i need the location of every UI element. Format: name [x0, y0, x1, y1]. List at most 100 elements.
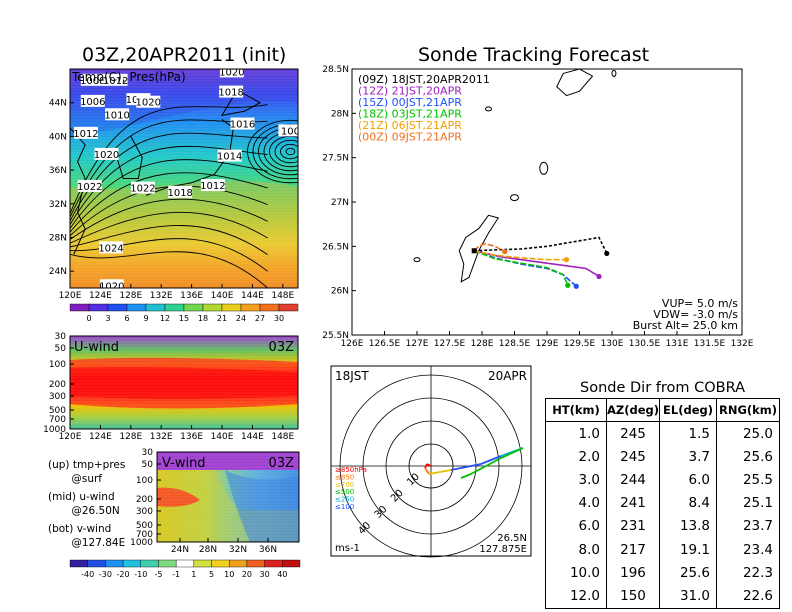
track-x-tick-label: 130.5E	[629, 339, 661, 349]
v-x-tick-label: 28N	[199, 545, 217, 555]
track-end-marker	[596, 273, 602, 280]
v-y-tick-label: 500	[136, 521, 153, 531]
colorbar-swatch	[140, 559, 159, 568]
u-y-tick-label: 300	[49, 392, 66, 402]
colorbar-swatch	[229, 559, 248, 568]
v-y-tick-label: 100	[136, 476, 153, 486]
table-cell: 25.6	[716, 445, 781, 469]
colorbar-swatch	[278, 303, 299, 312]
hodo-right-label: 20APR	[488, 369, 527, 383]
colorbar-swatch	[164, 303, 185, 312]
okinawa-island	[458, 214, 500, 283]
u-wind-time: 03Z	[269, 340, 295, 355]
legend-entry: (00Z) 09JST,21APR	[358, 131, 462, 144]
map-x-tick-label: 148E	[271, 291, 294, 301]
legend-entry: (18Z) 03JST,21APR	[358, 108, 462, 121]
table-cell: 231	[605, 514, 661, 538]
low-pressure-isobar	[285, 147, 296, 156]
map-title: Temp(C), Pres(hPa)	[71, 70, 186, 84]
colorbar-swatch	[107, 303, 128, 312]
pressure-label-bg	[80, 73, 105, 86]
pressure-label-bg	[200, 179, 225, 192]
colorbar-swatch	[259, 303, 280, 312]
u-y-tick-label: 1000	[43, 425, 66, 435]
map-x-tick-label: 128E	[119, 291, 142, 301]
map-x-tick-label: 124E	[89, 291, 112, 301]
colorbar-label: 40	[277, 570, 287, 579]
v-wind-label: V-wind	[162, 456, 206, 471]
colorbar-swatch	[69, 559, 88, 568]
table-cell: 25.5	[716, 468, 781, 492]
map-y-tick-label: 32N	[49, 200, 67, 210]
right-title: Sonde Tracking Forecast	[418, 44, 650, 66]
pressure-label-bg	[230, 117, 255, 130]
table-cell: 12.0	[545, 584, 607, 609]
table-cell: 1.5	[659, 421, 718, 446]
table-row: 1.0 245 1.5 25.0	[545, 421, 781, 446]
colorbar-label: 0	[86, 314, 91, 323]
table-cell: 23.4	[716, 537, 781, 562]
hodo-segment	[470, 457, 502, 475]
table-cell: 3.0	[545, 468, 607, 492]
table-column-header: RNG(km)	[716, 398, 781, 422]
table-row: 8.0 217 19.1 23.4	[545, 537, 781, 562]
table-cell: 244	[605, 468, 661, 492]
track-x-tick-label: 131E	[666, 339, 689, 349]
colorbar-label: 10	[224, 570, 234, 579]
u-x-tick-label: 144E	[241, 432, 264, 442]
track-end-marker	[563, 257, 570, 263]
pressure-label-bg	[130, 181, 155, 194]
track-x-tick-label: 131.5E	[694, 339, 726, 349]
colorbar-swatch	[158, 559, 177, 568]
table-row: 6.0 231 13.8 23.7	[545, 514, 781, 538]
isobar	[70, 211, 268, 244]
track-param: VDW= -3.0 m/s	[653, 308, 738, 321]
table-row: 4.0 241 8.4 25.1	[545, 491, 781, 515]
map-y-tick-label: 36N	[49, 166, 67, 176]
table-cell: 217	[605, 537, 661, 562]
u-y-tick-label: 500	[49, 406, 66, 416]
hodo-units: ms-1	[335, 543, 360, 554]
map-x-tick-label: 144E	[241, 291, 264, 301]
hodo-legend-entry: ≤850	[335, 473, 354, 481]
colorbar-swatch	[246, 559, 265, 568]
table-cell: 196	[605, 561, 661, 585]
u-y-tick-label: 30	[55, 332, 67, 342]
colorbar-swatch	[122, 559, 141, 568]
colorbar-label: -40	[81, 570, 94, 579]
hodo-segment	[424, 463, 428, 469]
pressure-label: 1020	[136, 98, 161, 109]
map-y-tick-label: 28N	[49, 233, 67, 243]
table-column-header: AZ(deg)	[605, 398, 661, 422]
colorbar-swatch	[145, 303, 166, 312]
colorbar-label: 18	[198, 314, 208, 323]
pressure-label-bg	[219, 85, 244, 98]
hodo-legend-entry: ≤100	[335, 503, 354, 511]
hodo-left-label: 18JST	[335, 369, 369, 383]
table-cell: 245	[605, 421, 661, 446]
track-y-tick-label: 28N	[331, 109, 349, 119]
table-cell: 22.3	[716, 561, 781, 585]
table-cell: 10.0	[545, 561, 607, 585]
table-cell: 150	[605, 584, 661, 609]
track-x-tick-label: 129E	[536, 339, 559, 349]
colorbar-label: -30	[99, 570, 112, 579]
table-cell: 13.8	[659, 514, 718, 538]
colorbar-swatch	[175, 559, 195, 568]
pressure-label: 1024	[98, 243, 123, 254]
isobar	[70, 225, 268, 256]
v-x-tick-label: 36N	[259, 545, 277, 555]
table-cell: 19.1	[659, 537, 718, 562]
sonde-dir-title: Sonde Dir from COBRA	[580, 380, 746, 396]
table-cell: 23.7	[716, 514, 781, 538]
colorbar-swatch	[221, 303, 242, 312]
hodo-legend-entry: ≤700	[335, 481, 354, 489]
colorbar-label: 3	[105, 314, 110, 323]
hodo-ring	[362, 397, 500, 535]
map-x-tick-label: 120E	[59, 291, 82, 301]
track-end-marker	[573, 283, 579, 289]
table-row: 10.0 196 25.6 22.3	[545, 561, 781, 585]
pressure-label: 1006	[80, 97, 105, 108]
note-mid: (mid) u-wind @26.50N	[48, 491, 120, 517]
map-x-tick-label: 136E	[180, 291, 203, 301]
